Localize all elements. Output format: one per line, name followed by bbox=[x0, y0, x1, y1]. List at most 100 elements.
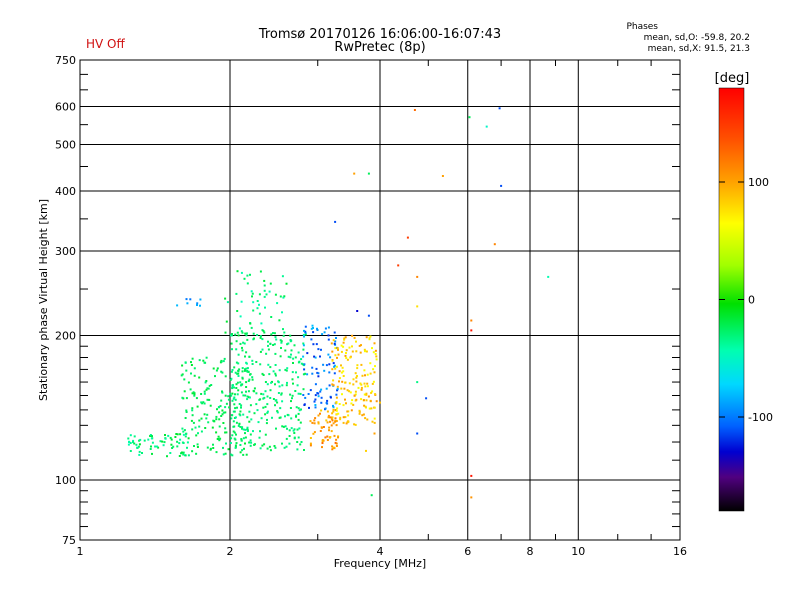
data-point bbox=[321, 446, 323, 449]
data-point bbox=[239, 414, 242, 417]
data-point bbox=[493, 243, 496, 246]
data-point bbox=[220, 370, 223, 373]
data-point bbox=[255, 403, 258, 406]
data-point bbox=[367, 172, 370, 175]
data-point bbox=[286, 343, 289, 346]
data-point bbox=[348, 382, 351, 385]
data-point bbox=[154, 445, 157, 448]
data-point bbox=[175, 433, 178, 435]
data-point bbox=[316, 327, 318, 330]
data-point bbox=[300, 441, 303, 443]
data-point bbox=[169, 452, 172, 454]
data-point bbox=[250, 326, 253, 329]
data-point bbox=[351, 345, 353, 348]
data-point bbox=[264, 433, 267, 436]
data-point bbox=[183, 390, 186, 393]
data-point bbox=[186, 302, 189, 305]
data-point bbox=[374, 353, 377, 355]
data-point bbox=[302, 363, 305, 366]
data-point bbox=[163, 441, 166, 444]
phase-stats-title: Phases bbox=[626, 22, 658, 32]
data-point bbox=[279, 355, 282, 358]
hv-status: HV Off bbox=[86, 37, 125, 51]
data-point bbox=[187, 381, 190, 384]
data-point bbox=[334, 409, 337, 412]
data-point bbox=[313, 422, 316, 425]
data-point bbox=[335, 438, 338, 441]
data-point bbox=[285, 437, 288, 440]
data-point bbox=[135, 443, 138, 446]
data-point bbox=[302, 333, 305, 336]
data-point bbox=[184, 361, 187, 364]
data-point bbox=[332, 362, 335, 365]
data-point bbox=[315, 343, 318, 346]
data-point bbox=[225, 431, 228, 434]
data-point bbox=[285, 282, 288, 285]
data-point bbox=[190, 364, 193, 366]
data-point bbox=[354, 393, 357, 396]
data-point bbox=[246, 367, 249, 370]
data-point bbox=[230, 394, 233, 397]
data-point bbox=[216, 438, 219, 440]
data-point bbox=[236, 393, 239, 396]
data-point bbox=[224, 375, 227, 378]
data-point bbox=[343, 387, 346, 390]
data-point bbox=[207, 421, 210, 424]
data-point bbox=[238, 327, 241, 330]
data-point bbox=[270, 333, 273, 336]
data-point bbox=[274, 336, 277, 339]
data-point bbox=[323, 369, 326, 372]
data-point bbox=[274, 364, 277, 366]
data-point bbox=[328, 426, 331, 429]
data-point bbox=[205, 417, 208, 420]
data-point bbox=[241, 377, 244, 380]
data-point bbox=[334, 347, 337, 350]
data-point bbox=[303, 449, 305, 451]
data-point bbox=[341, 393, 343, 396]
data-point bbox=[259, 336, 262, 339]
data-point bbox=[353, 423, 356, 426]
data-point bbox=[338, 403, 341, 405]
data-point bbox=[312, 331, 315, 334]
data-point bbox=[185, 369, 188, 372]
data-point bbox=[244, 368, 247, 371]
data-point bbox=[333, 364, 336, 367]
data-point bbox=[229, 334, 232, 337]
data-point bbox=[266, 403, 269, 406]
data-point bbox=[319, 412, 321, 415]
data-point bbox=[332, 339, 335, 342]
data-point bbox=[138, 439, 141, 442]
data-point bbox=[333, 372, 336, 375]
data-point bbox=[331, 350, 334, 353]
data-point bbox=[219, 437, 222, 440]
x-tick-label: 10 bbox=[571, 545, 585, 558]
data-point bbox=[354, 399, 357, 402]
data-point bbox=[214, 375, 216, 378]
x-tick-label: 1 bbox=[77, 545, 84, 558]
data-point bbox=[211, 426, 214, 429]
data-point bbox=[235, 292, 238, 295]
data-point bbox=[243, 342, 246, 345]
phase-stats-o-mode: mean, sd,O: -59.8, 20.2 bbox=[643, 33, 750, 43]
data-point bbox=[311, 324, 314, 327]
data-point bbox=[284, 425, 287, 428]
data-point bbox=[277, 392, 280, 394]
data-point bbox=[237, 375, 240, 377]
data-point bbox=[263, 295, 266, 298]
data-point bbox=[352, 403, 355, 406]
data-point bbox=[224, 406, 227, 409]
data-point bbox=[362, 399, 365, 402]
data-point bbox=[191, 357, 194, 360]
data-point bbox=[203, 392, 206, 395]
data-point bbox=[269, 449, 272, 452]
data-point bbox=[468, 116, 471, 119]
data-point bbox=[336, 385, 339, 388]
data-point bbox=[345, 422, 348, 425]
data-point bbox=[317, 395, 320, 398]
data-point bbox=[190, 372, 192, 375]
data-point bbox=[250, 290, 253, 293]
data-point bbox=[240, 391, 243, 394]
data-point bbox=[231, 385, 234, 388]
data-point bbox=[330, 342, 333, 345]
data-point bbox=[335, 413, 338, 416]
